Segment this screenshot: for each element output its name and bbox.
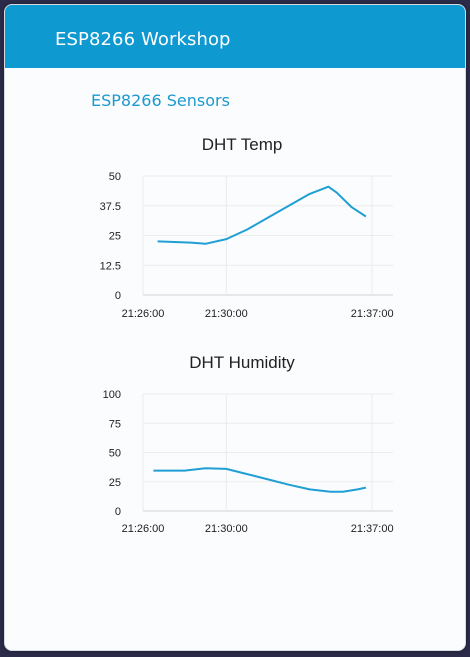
y-tick-label: 50 xyxy=(109,171,121,183)
series-line xyxy=(157,185,367,245)
y-tick-label: 25 xyxy=(109,231,121,243)
x-tick-label: 21:37:00 xyxy=(351,523,394,535)
y-tick-label: 100 xyxy=(103,389,121,401)
humidity-chart-card: DHT Humidity 0 25 50 75 100 21:26:00 21:30:00 21… xyxy=(85,348,395,563)
dashboard-frame: ESP8266 Workshop ESP8266 Sensors DHT Tem… xyxy=(4,4,466,651)
y-tick-label: 25 xyxy=(109,477,121,489)
y-tick-label: 12.5 xyxy=(100,260,121,272)
temp-chart: DHT Temp 0 12.5 25 37.5 50 21:26:00 21:30:00 21:… xyxy=(100,135,394,320)
x-tick-label: 21:30:00 xyxy=(205,523,248,535)
app-header: ESP8266 Workshop xyxy=(5,5,465,68)
x-tick-label: 21:26:00 xyxy=(122,308,165,320)
series-line xyxy=(153,467,367,493)
y-tick-label: 50 xyxy=(109,448,121,460)
x-tick-label: 21:26:00 xyxy=(122,523,165,535)
x-tick-label: 21:30:00 xyxy=(205,308,248,320)
x-tick-label: 21:37:00 xyxy=(351,308,394,320)
y-tick-label: 0 xyxy=(115,290,121,302)
app-title: ESP8266 Workshop xyxy=(55,29,231,50)
temp-chart-card: DHT Temp 0 12.5 25 37.5 50 21:26:00 21:30:00 21:… xyxy=(85,130,395,345)
humidity-chart: DHT Humidity 0 25 50 75 100 21:26:00 21:30:00 21… xyxy=(103,353,394,535)
y-tick-label: 75 xyxy=(109,418,121,430)
chart-title: DHT Temp xyxy=(202,135,283,154)
chart-title: DHT Humidity xyxy=(189,353,295,372)
dashboard-content: ESP8266 Sensors DHT Temp 0 12.5 25 37.5 50 21:… xyxy=(5,68,465,650)
y-tick-label: 0 xyxy=(115,506,121,518)
group-title: ESP8266 Sensors xyxy=(91,91,230,110)
y-tick-label: 37.5 xyxy=(100,201,121,213)
